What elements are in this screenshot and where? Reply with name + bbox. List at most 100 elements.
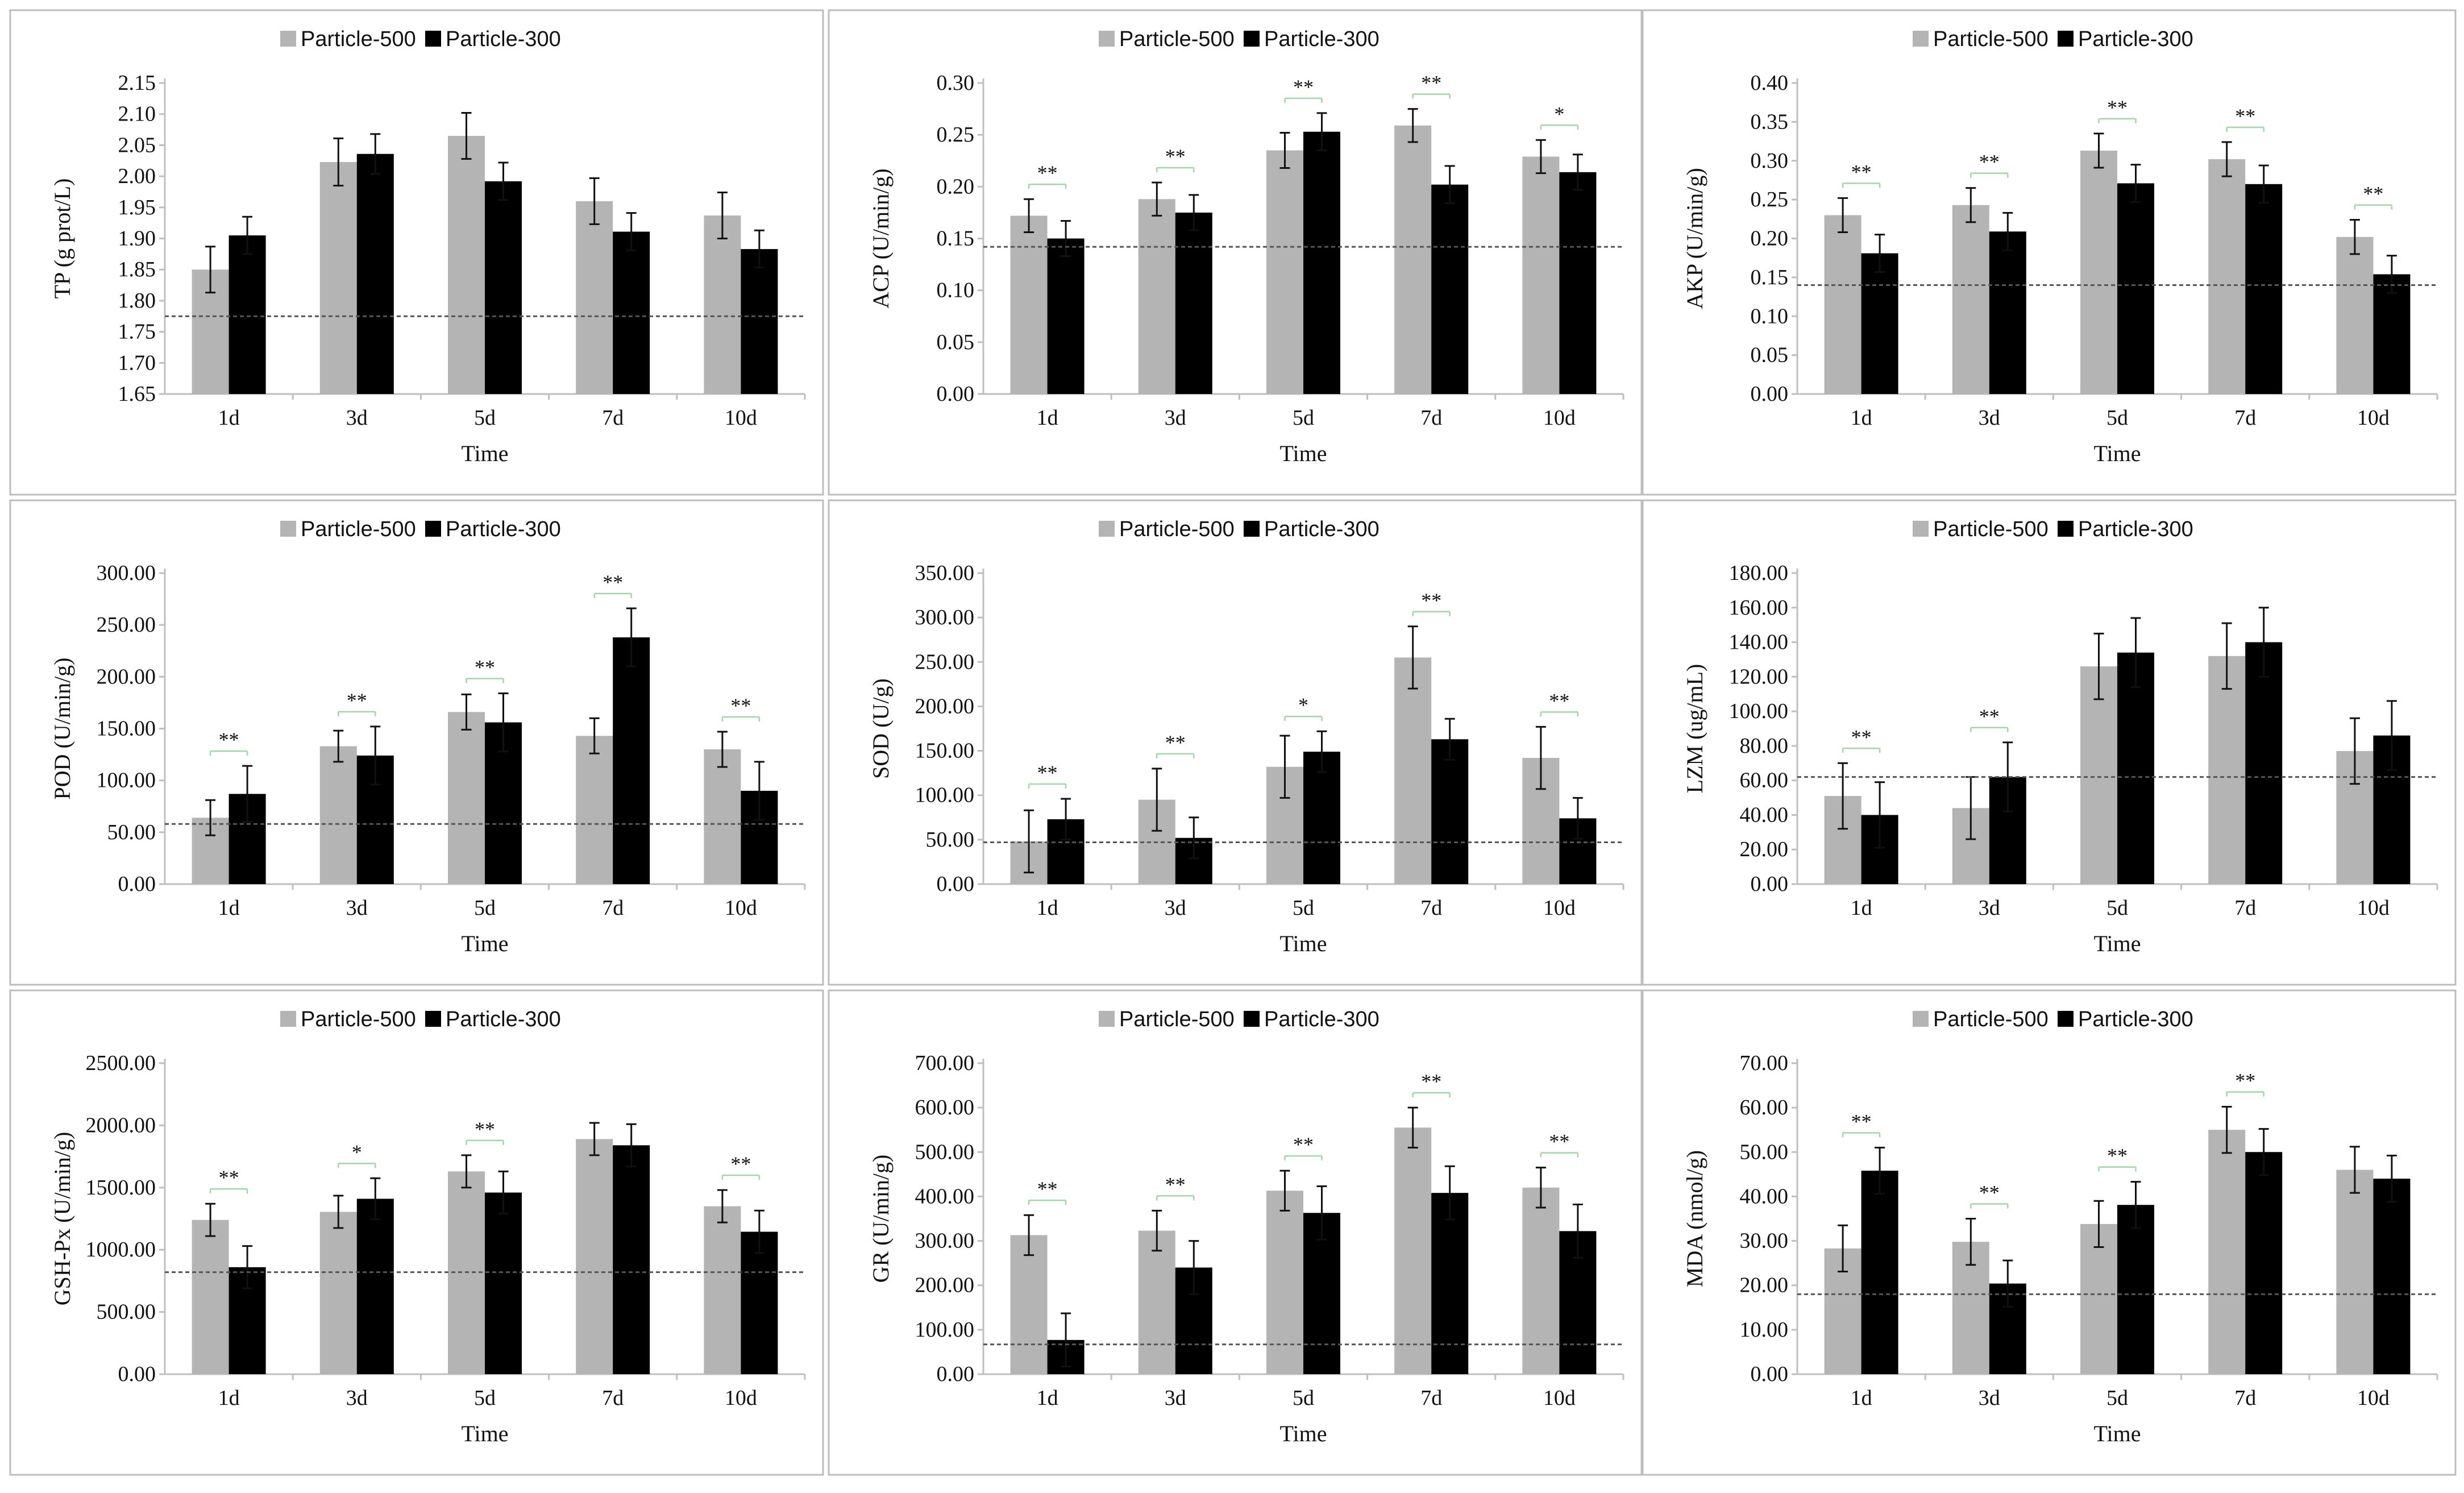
x-tick-label: 10d [2357, 896, 2390, 920]
significance-marker: ** [2098, 1144, 2137, 1172]
bar [2336, 237, 2374, 394]
y-tick-label: 50.00 [107, 820, 156, 844]
error-bar [1279, 1169, 1290, 1212]
chart-panel: Particle-500 Particle-300 0.00 10.00 20.00 30… [1642, 989, 2457, 1476]
error-bar [1966, 1218, 1976, 1266]
svg-text:*: * [352, 1141, 362, 1163]
legend: Particle-500 Particle-300 [1099, 517, 1379, 541]
bar [1394, 657, 1432, 884]
y-tick-label: 0.05 [937, 330, 975, 354]
bar [704, 215, 741, 394]
error-bar [2002, 211, 2013, 251]
y-axis-title: ACP (U/min/g) [868, 168, 894, 308]
legend-swatch [2058, 1011, 2074, 1027]
svg-text:**: ** [2107, 96, 2128, 119]
bar [1047, 238, 1085, 394]
significance-marker: ** [1412, 589, 1451, 616]
y-tick-label: 1.75 [118, 320, 156, 344]
svg-text:**: ** [1037, 761, 1058, 784]
bar [2245, 642, 2283, 884]
x-tick-label: 3d [1979, 1386, 2000, 1410]
legend-label: Particle-500 [1119, 27, 1235, 51]
y-tick-label: 0.20 [937, 175, 975, 198]
y-tick-label: 1500.00 [86, 1176, 156, 1200]
x-axis-title: Time [1279, 1421, 1327, 1446]
svg-text:**: ** [1165, 731, 1186, 754]
significance-marker: ** [209, 728, 248, 756]
significance-marker: ** [1970, 1181, 2009, 1209]
y-tick-label: 2.10 [118, 102, 156, 126]
error-bar [461, 693, 472, 731]
bar [1824, 215, 1861, 394]
error-bar [717, 192, 728, 239]
significance-marker: * [1540, 102, 1579, 130]
error-bar [1152, 181, 1162, 217]
legend-swatch [425, 521, 441, 537]
y-axis-title: MDA (nmol/g) [1682, 1150, 1707, 1287]
legend: Particle-500 Particle-300 [1099, 27, 1379, 51]
y-tick-label: 0.00 [1751, 1362, 1789, 1386]
chart-panel: Particle-500 Particle-300 0.00 20.00 40.00 60… [1642, 499, 2457, 986]
y-tick-label: 700.00 [915, 1051, 975, 1075]
bar [2117, 652, 2154, 884]
y-tick-label: 0.35 [1751, 110, 1789, 134]
error-bar [333, 1195, 344, 1229]
x-axis-title: Time [461, 441, 508, 466]
bar [2117, 1205, 2154, 1374]
significance-marker: ** [1284, 1133, 1323, 1161]
error-bar [589, 1122, 600, 1156]
svg-text:**: ** [1421, 1070, 1441, 1093]
x-tick-label: 7d [1420, 1386, 1442, 1410]
bar [319, 1212, 357, 1374]
significance-marker: ** [2354, 183, 2393, 210]
bar [2117, 183, 2154, 394]
y-tick-label: 2000.00 [86, 1113, 156, 1137]
error-bar [717, 731, 728, 768]
y-tick-label: 60.00 [1740, 769, 1789, 793]
x-tick-label: 7d [2234, 896, 2256, 920]
error-bar [1838, 197, 1848, 234]
svg-text:**: ** [2235, 1069, 2255, 1092]
significance-marker: ** [721, 1152, 761, 1180]
y-tick-label: 1.80 [118, 289, 156, 313]
y-tick-label: 1.70 [118, 351, 156, 375]
significance-marker: ** [338, 689, 376, 716]
significance-marker: ** [1284, 76, 1323, 103]
y-tick-label: 0.20 [1751, 227, 1789, 251]
bar [1522, 156, 1560, 394]
error-bar [1572, 154, 1583, 191]
legend-swatch [1244, 1011, 1260, 1027]
y-tick-label: 160.00 [1729, 596, 1789, 620]
legend-label: Particle-500 [301, 517, 416, 541]
error-bar [2386, 255, 2397, 294]
svg-text:**: ** [219, 728, 239, 751]
legend-swatch [1099, 521, 1115, 537]
error-bar [1875, 1146, 1885, 1195]
bar [613, 637, 650, 884]
error-bar [589, 177, 600, 225]
bar [192, 1220, 229, 1374]
x-tick-label: 7d [602, 406, 624, 430]
y-tick-label: 100.00 [915, 783, 975, 807]
y-tick-label: 0.15 [937, 227, 975, 251]
error-bar [205, 246, 216, 294]
error-bar [1875, 234, 1885, 273]
y-tick-label: 200.00 [97, 665, 156, 689]
bar [1431, 739, 1469, 884]
significance-marker: ** [209, 1166, 248, 1194]
legend: Particle-500 Particle-300 [1099, 1007, 1379, 1031]
error-bar [1189, 1240, 1199, 1295]
panel-frame [828, 989, 1643, 1476]
y-tick-label: 0.40 [1751, 71, 1789, 95]
bar [2373, 1179, 2411, 1374]
significance-marker: ** [2098, 96, 2137, 123]
legend: Particle-500 Particle-300 [280, 27, 561, 51]
y-tick-label: 0.00 [118, 1362, 156, 1386]
bar [448, 712, 485, 884]
legend-swatch [2058, 31, 2074, 47]
error-bar [1189, 194, 1199, 231]
error-bar [333, 137, 344, 187]
y-axis-title: TP (g prot/L) [49, 179, 75, 299]
y-axis-title: POD (U/min/g) [49, 658, 75, 800]
svg-text:**: ** [730, 1152, 751, 1175]
